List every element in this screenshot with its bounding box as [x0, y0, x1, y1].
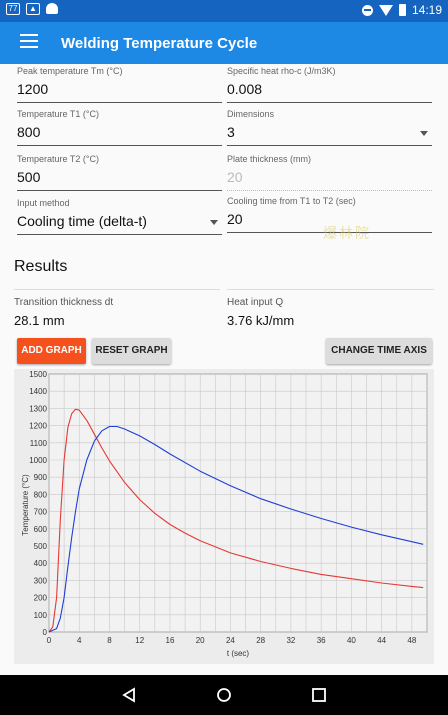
- heat-input-value: 3.76 kJ/mm: [227, 313, 295, 328]
- y-tick-label: 700: [34, 508, 48, 517]
- cooling-time-label: Cooling time from T1 to T2 (sec): [227, 196, 356, 206]
- y-tick-label: 1100: [30, 439, 48, 448]
- series-line-2: [48, 425, 424, 633]
- peak-temperature-label: Peak temperature Tm (°C): [17, 66, 123, 76]
- y-tick-label: 1300: [29, 404, 47, 413]
- image-icon: ▲: [26, 3, 40, 15]
- temperature-t1-input[interactable]: 800: [17, 124, 222, 146]
- add-graph-button[interactable]: ADD GRAPH: [17, 338, 86, 364]
- y-tick-label: 500: [34, 542, 48, 551]
- app-bar: Welding Temperature Cycle: [0, 22, 448, 64]
- navigation-bar: [0, 675, 448, 715]
- input-method-value[interactable]: Cooling time (delta-t): [17, 213, 222, 235]
- y-tick-label: 0: [43, 628, 48, 637]
- plate-thickness-label: Plate thickness (mm): [227, 154, 312, 164]
- battery-icon: [398, 4, 406, 16]
- y-tick-label: 1000: [29, 456, 47, 465]
- y-tick-label: 100: [34, 611, 48, 620]
- home-icon[interactable]: [216, 687, 232, 708]
- x-axis-label: t (sec): [227, 649, 250, 658]
- temperature-t2-label: Temperature T2 (°C): [17, 154, 99, 164]
- wifi-icon: [378, 4, 393, 16]
- dimensions-select[interactable]: Dimensions 3: [227, 109, 432, 146]
- chevron-down-icon[interactable]: [210, 220, 218, 225]
- x-tick-label: 28: [256, 636, 265, 645]
- x-tick-label: 40: [347, 636, 356, 645]
- y-tick-label: 900: [34, 473, 48, 482]
- specific-heat-field[interactable]: Specific heat rho-c (J/m3K) 0.008: [227, 66, 432, 103]
- temperature-t2-field[interactable]: Temperature T2 (°C) 500: [17, 154, 222, 191]
- status-time: 14:19: [411, 3, 442, 17]
- input-method-label: Input method: [17, 198, 70, 208]
- x-tick-label: 48: [407, 636, 416, 645]
- x-tick-label: 36: [317, 636, 326, 645]
- divider: [227, 289, 434, 290]
- app-title: Welding Temperature Cycle: [61, 35, 258, 52]
- status-bar: 77 ▲ 14:19: [0, 0, 448, 22]
- plate-thickness-input: 20: [227, 169, 432, 191]
- y-tick-label: 600: [34, 525, 48, 534]
- x-tick-label: 20: [196, 636, 205, 645]
- badge-77-icon: 77: [6, 3, 20, 15]
- change-time-axis-button[interactable]: CHANGE TIME AXIS: [326, 338, 432, 364]
- watermark: 爆林院: [323, 225, 371, 241]
- menu-icon[interactable]: [20, 34, 38, 50]
- back-icon[interactable]: [121, 687, 137, 708]
- y-tick-label: 1200: [29, 422, 47, 431]
- plate-thickness-field: Plate thickness (mm) 20: [227, 154, 432, 191]
- recents-icon[interactable]: [311, 687, 327, 708]
- x-tick-label: 24: [226, 636, 235, 645]
- android-icon: [46, 3, 58, 14]
- input-method-select[interactable]: Input method Cooling time (delta-t): [17, 198, 222, 235]
- cooling-time-field[interactable]: Cooling time from T1 to T2 (sec) 20: [227, 196, 432, 233]
- transition-thickness-value: 28.1 mm: [14, 313, 65, 328]
- y-tick-label: 300: [34, 576, 48, 585]
- transition-thickness-label: Transition thickness dt: [14, 297, 114, 308]
- do-not-disturb-icon: [361, 4, 373, 16]
- chart-panel: 0 4 8 12 16 20 24 28 32 36 40 44 48 0 100 200 300 400 500 6…: [14, 369, 434, 664]
- cooling-time-input[interactable]: 20: [227, 211, 432, 233]
- specific-heat-label: Specific heat rho-c (J/m3K): [227, 66, 336, 76]
- y-tick-label: 1500: [29, 370, 47, 379]
- dimensions-value[interactable]: 3: [227, 124, 432, 146]
- x-tick-label: 44: [377, 636, 386, 645]
- temperature-t1-field[interactable]: Temperature T1 (°C) 800: [17, 109, 222, 146]
- y-axis-label: Temperature (°C): [21, 474, 30, 536]
- peak-temperature-field[interactable]: Peak temperature Tm (°C) 1200: [17, 66, 222, 103]
- specific-heat-input[interactable]: 0.008: [227, 81, 432, 103]
- y-tick-label: 1400: [29, 387, 47, 396]
- dimensions-label: Dimensions: [227, 109, 275, 119]
- temperature-t1-label: Temperature T1 (°C): [17, 109, 99, 119]
- divider: [14, 289, 220, 290]
- x-tick-label: 0: [47, 636, 52, 645]
- y-tick-label: 400: [34, 559, 48, 568]
- series-line-1: [48, 408, 424, 633]
- x-tick-label: 32: [286, 636, 295, 645]
- x-tick-label: 16: [166, 636, 175, 645]
- x-tick-label: 4: [77, 636, 82, 645]
- peak-temperature-input[interactable]: 1200: [17, 81, 222, 103]
- reset-graph-button[interactable]: RESET GRAPH: [92, 338, 171, 364]
- heat-input-label: Heat input Q: [227, 297, 284, 308]
- y-tick-label: 200: [34, 594, 48, 603]
- temperature-t2-input[interactable]: 500: [17, 169, 222, 191]
- temperature-cycle-chart: 0 4 8 12 16 20 24 28 32 36 40 44 4801002003004005006…: [21, 370, 428, 658]
- x-tick-label: 8: [107, 636, 112, 645]
- results-heading: Results: [14, 258, 68, 275]
- y-tick-label: 800: [34, 490, 48, 499]
- x-tick-label: 12: [135, 636, 144, 645]
- chevron-down-icon[interactable]: [420, 131, 428, 136]
- plot-area: [48, 373, 428, 633]
